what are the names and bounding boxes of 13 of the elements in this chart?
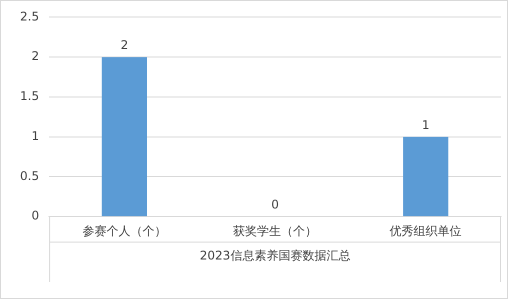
y-tick-label: 1 bbox=[31, 128, 40, 143]
x-tick-label: 参赛个人（个） bbox=[82, 224, 166, 238]
data-label: 2 bbox=[120, 38, 128, 52]
y-tick-label: 2.5 bbox=[20, 9, 40, 24]
y-tick-label: 2 bbox=[31, 49, 40, 64]
y-tick-label: 0.5 bbox=[20, 168, 40, 183]
x-tick-label: 优秀组织单位 bbox=[390, 224, 462, 238]
y-tick-label: 1.5 bbox=[20, 89, 40, 104]
y-tick-label: 0 bbox=[31, 208, 40, 223]
x-tick-label: 获奖学生（个） bbox=[233, 224, 318, 238]
data-label: 0 bbox=[271, 198, 279, 212]
x-axis-title: 2023信息素养国赛数据汇总 bbox=[200, 248, 350, 263]
data-label: 1 bbox=[422, 118, 430, 132]
